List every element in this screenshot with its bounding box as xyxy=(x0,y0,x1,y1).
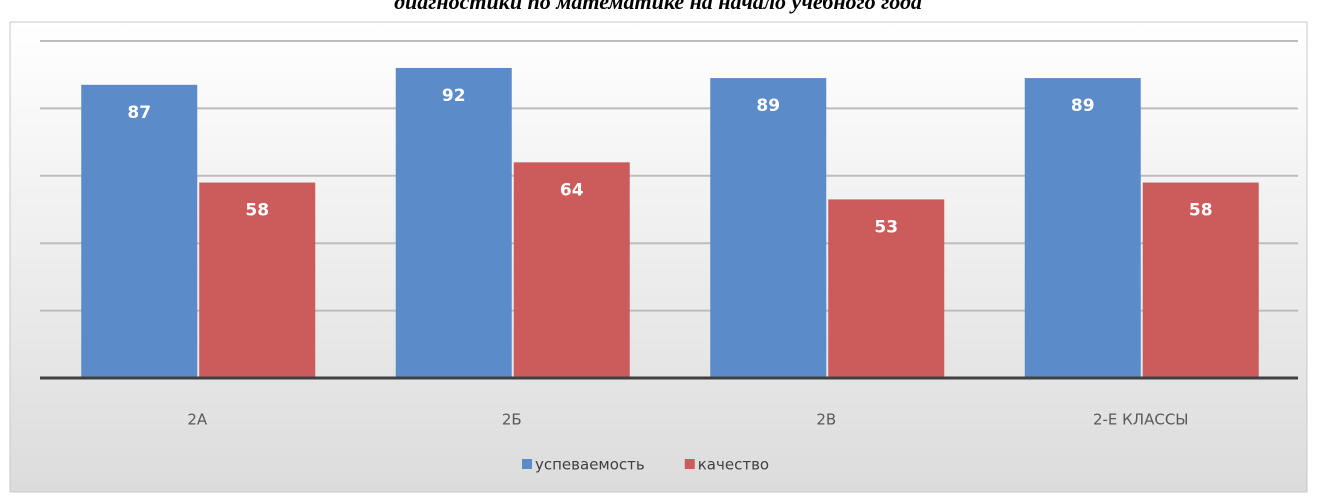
data-label: 58 xyxy=(245,201,269,221)
x-tick-label: 2Б xyxy=(502,411,522,429)
legend-label: успеваемость xyxy=(535,456,645,474)
bar xyxy=(1142,182,1259,378)
bar xyxy=(828,199,945,378)
data-label: 58 xyxy=(1189,201,1213,221)
bar xyxy=(1024,78,1141,378)
data-label: 89 xyxy=(756,96,780,116)
data-label: 64 xyxy=(560,180,584,200)
legend-swatch xyxy=(684,459,695,469)
bar xyxy=(513,162,630,378)
x-tick-label: 2А xyxy=(187,411,208,429)
bar xyxy=(199,182,316,378)
bar xyxy=(710,78,827,378)
data-label: 92 xyxy=(442,86,466,106)
x-tick-label: 2-Е КЛАССЫ xyxy=(1093,411,1189,429)
data-label: 87 xyxy=(127,103,151,123)
x-tick-label: 2В xyxy=(816,411,836,429)
bar xyxy=(395,67,512,379)
chart-title: диагностики по математике на начало учеб… xyxy=(394,0,922,14)
legend-label: качество xyxy=(698,456,769,474)
legend-swatch xyxy=(522,459,532,469)
data-label: 53 xyxy=(874,217,898,237)
data-label: 89 xyxy=(1071,96,1095,116)
bar xyxy=(81,84,198,378)
